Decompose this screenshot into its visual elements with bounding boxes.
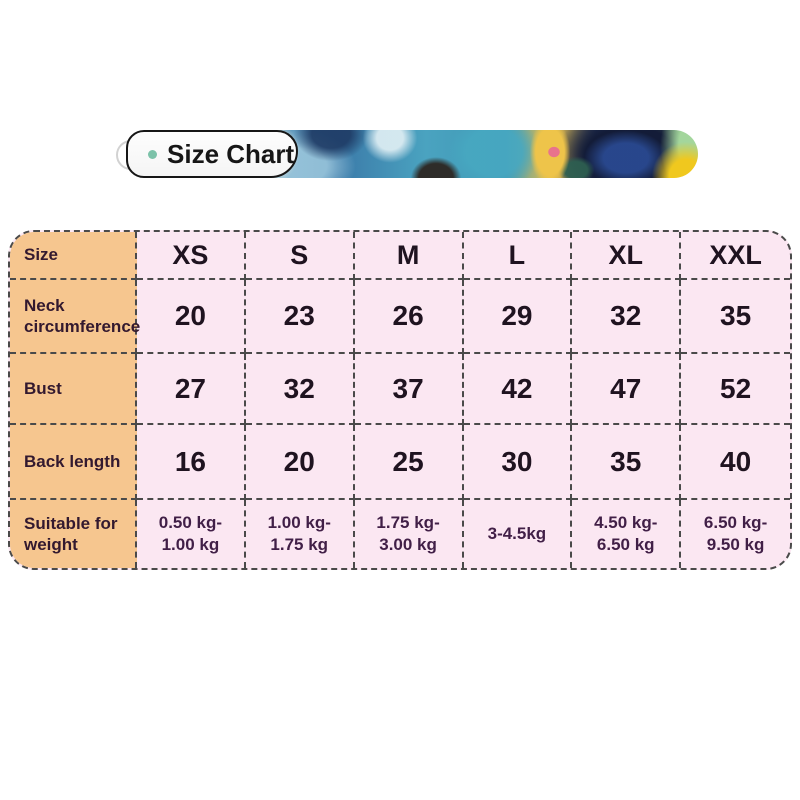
back-length-value-m: 25 — [354, 425, 464, 500]
bust-value-m: 37 — [354, 354, 464, 425]
back-length-value-xxl: 40 — [681, 425, 790, 500]
bust-value-xl: 47 — [572, 354, 682, 425]
bust-value-s: 32 — [245, 354, 355, 425]
row-label-bust: Bust — [10, 354, 137, 425]
neck-value-xs: 20 — [137, 280, 246, 354]
weight-value-m: 1.75 kg- 3.00 kg — [355, 500, 464, 568]
size-header-cell-xxl: XXL — [681, 232, 790, 280]
size-chart-banner: Size Chart — [116, 130, 698, 178]
row-label-back-length: Back length — [10, 425, 137, 500]
bust-value-xs: 27 — [137, 354, 246, 425]
size-table: Size XS S M L XL XXL Neck circumference … — [8, 230, 792, 570]
corner-label-cell: Size — [10, 232, 137, 280]
back-length-value-xl: 35 — [572, 425, 682, 500]
size-header-cell-s: S — [245, 232, 355, 280]
size-header-cell-xs: XS — [137, 232, 246, 280]
neck-value-s: 23 — [245, 280, 355, 354]
weight-value-xxl: 6.50 kg- 9.50 kg — [703, 512, 768, 554]
banner-title: Size Chart — [167, 138, 295, 169]
bust-value-xxl: 52 — [681, 354, 790, 425]
size-header-cell-l: L — [463, 232, 573, 280]
neck-value-l: 29 — [463, 280, 573, 354]
weight-value-xs: 0.50 kg- 1.00 kg — [137, 500, 246, 568]
row-label-suitable-weight: Suitable for weight — [10, 500, 137, 568]
weight-value-xl: 4.50 kg- 6.50 kg — [572, 500, 682, 568]
neck-value-m: 26 — [354, 280, 464, 354]
neck-value-xxl: 35 — [681, 280, 790, 354]
size-header-cell-m: M — [354, 232, 464, 280]
row-label-neck-circumference: Neck circumference — [10, 280, 140, 354]
back-length-value-xs: 16 — [137, 425, 246, 500]
back-length-value-l: 30 — [463, 425, 573, 500]
weight-value-l: 3-4.5kg — [464, 500, 573, 568]
back-length-value-s: 20 — [245, 425, 355, 500]
bust-value-l: 42 — [463, 354, 573, 425]
weight-value-s: 1.00 kg- 1.75 kg — [246, 500, 355, 568]
size-header-cell-xl: XL — [572, 232, 682, 280]
size-chart-title-tag: Size Chart — [126, 130, 298, 178]
neck-value-xl: 32 — [572, 280, 682, 354]
bullet-dot-icon — [148, 149, 157, 159]
